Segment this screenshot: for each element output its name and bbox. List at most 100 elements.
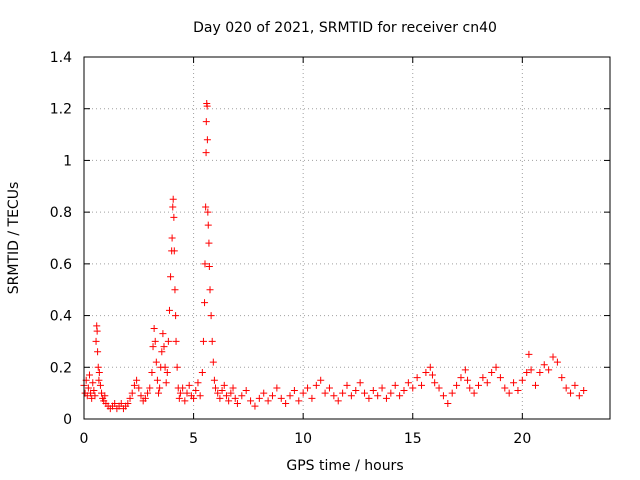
x-axis: 0 5 10 15 20 <box>80 57 531 447</box>
data-point <box>172 337 180 345</box>
data-point <box>475 381 482 389</box>
data-point <box>510 379 518 387</box>
data-point <box>208 337 216 345</box>
data-point <box>209 358 217 366</box>
data-point <box>251 402 259 410</box>
data-point <box>151 337 159 345</box>
data-point <box>148 368 156 376</box>
data-point <box>308 394 316 402</box>
data-point <box>130 381 138 389</box>
data-point <box>391 381 399 389</box>
data-point <box>299 389 307 397</box>
data-point <box>196 392 204 400</box>
data-point <box>334 397 342 405</box>
data-point <box>155 389 163 397</box>
data-point <box>167 273 175 281</box>
data-point <box>312 381 320 389</box>
data-point <box>382 394 390 402</box>
data-point <box>525 350 533 358</box>
data-points <box>80 100 588 413</box>
data-point <box>514 387 522 395</box>
data-point <box>277 394 285 402</box>
data-point <box>144 389 152 397</box>
data-point <box>523 368 531 376</box>
data-point <box>199 337 207 345</box>
data-point <box>124 399 132 407</box>
data-point <box>168 234 176 242</box>
data-point <box>325 384 333 392</box>
data-point <box>176 389 184 397</box>
data-point <box>218 387 226 395</box>
data-point <box>165 306 173 314</box>
data-point <box>149 343 157 351</box>
data-point <box>496 374 504 382</box>
y-tick-label: 0.2 <box>50 360 72 376</box>
data-point <box>317 376 325 384</box>
data-point <box>418 381 426 389</box>
data-point <box>85 371 93 379</box>
data-point <box>201 299 209 307</box>
data-point <box>518 376 526 384</box>
data-point <box>352 387 360 395</box>
data-point <box>260 389 268 397</box>
data-point <box>94 348 102 356</box>
data-point <box>96 381 104 389</box>
data-point <box>479 374 487 382</box>
data-point <box>448 389 456 397</box>
data-point <box>527 366 535 374</box>
data-point <box>295 397 303 405</box>
data-point <box>133 376 141 384</box>
x-tick-label: 5 <box>189 431 198 447</box>
x-tick-label: 0 <box>80 431 89 447</box>
data-point <box>175 394 183 402</box>
data-point <box>171 286 179 294</box>
data-point <box>201 260 209 268</box>
plot-frame <box>83 56 611 420</box>
data-point <box>205 262 213 270</box>
data-point <box>233 399 241 407</box>
data-point <box>202 149 210 157</box>
data-point <box>540 361 548 369</box>
data-point <box>150 325 158 332</box>
x-tick-label: 10 <box>294 431 312 447</box>
data-point <box>153 376 161 384</box>
data-point <box>192 387 200 395</box>
y-tick-label: 0 <box>63 412 72 428</box>
data-point <box>203 136 211 144</box>
data-point <box>126 394 134 402</box>
data-point <box>536 368 544 376</box>
y-tick-label: 1 <box>63 153 72 169</box>
data-point <box>203 102 211 110</box>
data-point <box>461 366 469 374</box>
y-tick-label: 1.2 <box>50 102 72 118</box>
data-point <box>282 399 290 407</box>
data-point <box>158 348 166 356</box>
data-point <box>156 384 164 392</box>
data-point <box>162 379 170 387</box>
y-tick-label: 0.6 <box>50 257 72 273</box>
data-point <box>378 384 386 392</box>
data-point <box>387 389 395 397</box>
x-axis-label: GPS time / hours <box>286 458 403 474</box>
data-point <box>431 379 439 387</box>
data-point <box>216 394 224 402</box>
data-point <box>183 389 191 397</box>
data-point <box>207 312 215 320</box>
data-point <box>90 387 98 395</box>
data-point <box>273 384 281 392</box>
data-point <box>488 368 496 376</box>
data-point <box>227 389 235 397</box>
y-tick-label: 0.8 <box>50 205 72 221</box>
data-point <box>204 208 212 216</box>
data-point <box>225 397 233 405</box>
data-point <box>173 363 181 371</box>
data-point <box>170 213 178 221</box>
data-point <box>562 384 570 392</box>
y-axis: 0 0.2 0.4 0.6 0.8 1 1.2 1.4 <box>50 50 610 428</box>
data-point <box>369 387 377 395</box>
data-point <box>111 399 119 407</box>
data-point <box>268 392 276 400</box>
data-point <box>444 399 452 407</box>
data-point <box>304 384 312 392</box>
